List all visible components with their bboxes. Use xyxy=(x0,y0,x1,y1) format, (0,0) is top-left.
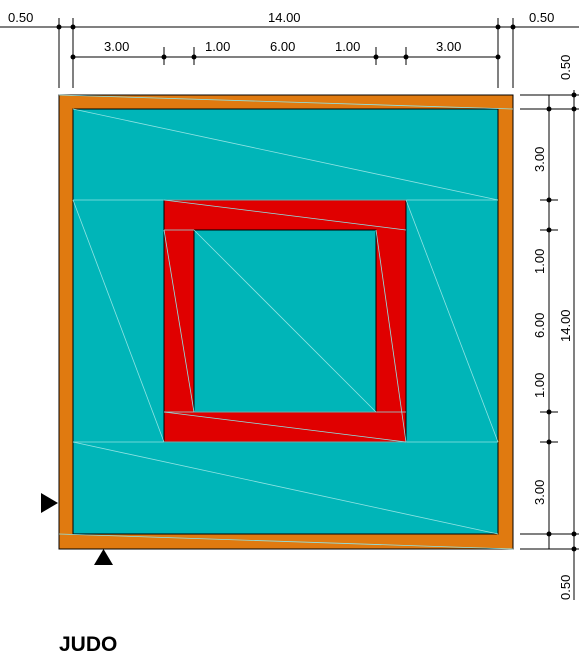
arrow-up-marker xyxy=(94,549,113,565)
right-segment-1-label: 3.00 xyxy=(532,147,547,172)
diagram-title: JUDO xyxy=(59,633,118,656)
top-segment-1-label: 3.00 xyxy=(104,39,129,54)
right-dimensions: 0.50 14.00 0.50 3.00 1.00 6.00 1.00 3.00 xyxy=(520,55,579,600)
top-total-label: 14.00 xyxy=(268,10,301,25)
mat-seams xyxy=(58,94,514,550)
top-segment-3-label: 6.00 xyxy=(270,39,295,54)
arrow-right-marker xyxy=(41,493,58,513)
right-segment-2-label: 1.00 xyxy=(532,249,547,274)
right-bottom-margin-label: 0.50 xyxy=(558,575,573,600)
top-left-margin-label: 0.50 xyxy=(8,10,33,25)
right-segment-5-label: 3.00 xyxy=(532,480,547,505)
right-total-label: 14.00 xyxy=(558,309,573,342)
right-top-margin-label: 0.50 xyxy=(558,55,573,80)
top-segment-5-label: 3.00 xyxy=(436,39,461,54)
top-dimensions: 0.50 14.00 0.50 3.00 1.00 6.00 1.00 3.00 xyxy=(0,10,579,88)
top-right-margin-label: 0.50 xyxy=(529,10,554,25)
top-segment-4-label: 1.00 xyxy=(335,39,360,54)
right-segment-4-label: 1.00 xyxy=(532,373,547,398)
top-segment-2-label: 1.00 xyxy=(205,39,230,54)
right-segment-3-label: 6.00 xyxy=(532,313,547,338)
